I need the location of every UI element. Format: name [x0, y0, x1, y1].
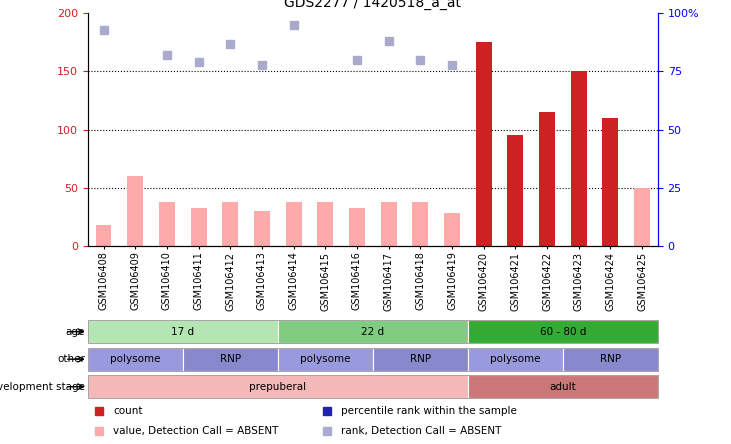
Bar — [127, 176, 143, 246]
Text: 60 - 80 d: 60 - 80 d — [539, 327, 586, 337]
Text: rank, Detection Call = ABSENT: rank, Detection Call = ABSENT — [341, 426, 501, 436]
Bar — [539, 112, 555, 246]
FancyBboxPatch shape — [468, 320, 658, 343]
Bar — [191, 208, 206, 246]
Text: other: other — [57, 354, 85, 364]
Bar — [222, 202, 238, 246]
FancyBboxPatch shape — [278, 348, 373, 371]
Text: RNP: RNP — [600, 354, 621, 364]
Bar — [412, 202, 428, 246]
FancyBboxPatch shape — [278, 320, 468, 343]
FancyBboxPatch shape — [88, 320, 278, 343]
Bar — [634, 188, 650, 246]
Text: RNP: RNP — [410, 354, 431, 364]
Bar — [476, 43, 491, 246]
Text: count: count — [113, 406, 143, 416]
Bar — [96, 225, 111, 246]
Text: age: age — [66, 327, 85, 337]
Text: polysome: polysome — [490, 354, 541, 364]
FancyBboxPatch shape — [468, 348, 563, 371]
Bar — [602, 118, 618, 246]
FancyBboxPatch shape — [468, 375, 658, 398]
FancyBboxPatch shape — [183, 348, 278, 371]
Bar — [349, 208, 365, 246]
Text: polysome: polysome — [300, 354, 351, 364]
Text: prepuberal: prepuberal — [249, 382, 306, 392]
FancyBboxPatch shape — [88, 375, 468, 398]
Bar — [254, 211, 270, 246]
Text: 22 d: 22 d — [361, 327, 385, 337]
Text: RNP: RNP — [220, 354, 240, 364]
FancyBboxPatch shape — [88, 348, 183, 371]
Bar — [571, 71, 587, 246]
FancyBboxPatch shape — [563, 348, 658, 371]
Bar — [507, 135, 523, 246]
Text: adult: adult — [550, 382, 576, 392]
Bar — [444, 214, 460, 246]
Text: value, Detection Call = ABSENT: value, Detection Call = ABSENT — [113, 426, 279, 436]
Text: percentile rank within the sample: percentile rank within the sample — [341, 406, 518, 416]
Bar — [159, 202, 175, 246]
FancyBboxPatch shape — [373, 348, 468, 371]
Title: GDS2277 / 1420518_a_at: GDS2277 / 1420518_a_at — [284, 0, 461, 9]
Text: 17 d: 17 d — [171, 327, 194, 337]
Text: development stage: development stage — [0, 382, 85, 392]
Bar — [317, 202, 333, 246]
Bar — [286, 202, 301, 246]
Bar — [381, 202, 396, 246]
Text: polysome: polysome — [110, 354, 161, 364]
